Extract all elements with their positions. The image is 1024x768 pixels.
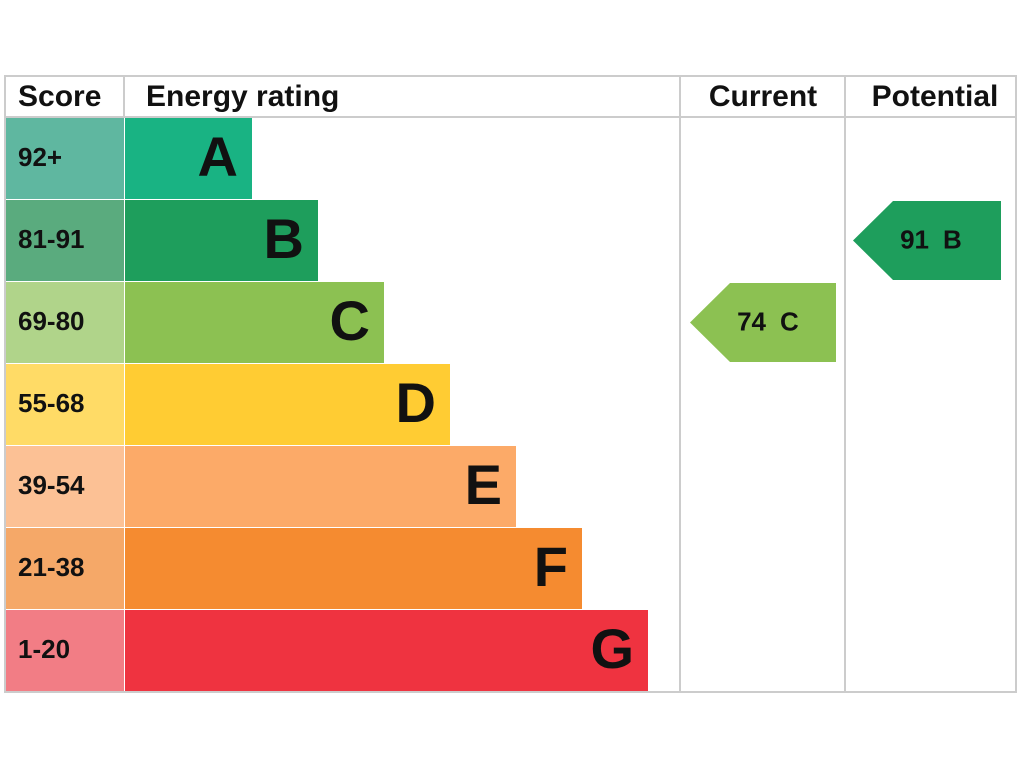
rating-letter: A [198, 125, 238, 188]
rating-bar [125, 610, 648, 691]
rating-bar [125, 446, 516, 527]
score-cell [6, 118, 124, 199]
rating-bar [125, 282, 384, 363]
score-label: 69-80 [18, 306, 85, 336]
rating-letter: G [590, 617, 634, 680]
rating-letter: C [330, 289, 370, 352]
header-score: Score [18, 80, 101, 113]
rating-letter: F [534, 535, 568, 598]
frame [4, 75, 1017, 693]
rating-letter: D [396, 371, 436, 434]
grid [4, 75, 1017, 693]
potential-band: B [943, 224, 962, 254]
current-band: C [780, 306, 799, 336]
header-current: Current [709, 80, 817, 113]
score-label: 39-54 [18, 470, 85, 500]
potential-arrow [853, 201, 1001, 280]
current-score: 74 [737, 306, 766, 336]
rating-letter: E [465, 453, 502, 516]
header-rating: Energy rating [146, 80, 339, 113]
rating-bar [125, 528, 582, 609]
score-cell [6, 446, 124, 527]
rating-bar [125, 364, 450, 445]
rating-letter: B [264, 207, 304, 270]
score-cell [6, 610, 124, 691]
header-potential: Potential [872, 80, 999, 113]
score-cell [6, 200, 124, 281]
score-label: 92+ [18, 142, 62, 172]
score-cell [6, 282, 124, 363]
score-label: 81-91 [18, 224, 85, 254]
score-cell [6, 528, 124, 609]
rating-bar [125, 200, 318, 281]
current-arrow [690, 283, 836, 362]
score-label: 55-68 [18, 388, 85, 418]
potential-score: 91 [900, 224, 929, 254]
score-label: 1-20 [18, 634, 70, 664]
score-label: 21-38 [18, 552, 85, 582]
score-cell [6, 364, 124, 445]
rating-bar [125, 118, 252, 199]
